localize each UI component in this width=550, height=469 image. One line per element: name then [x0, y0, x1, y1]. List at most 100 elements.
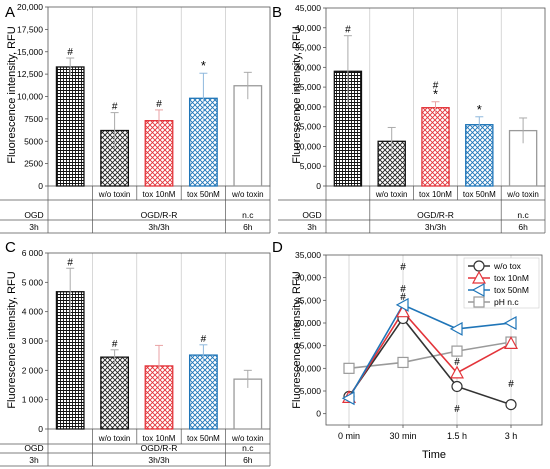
- category-label: w/o toxin: [506, 190, 539, 199]
- table-row2-label: 3h: [307, 222, 317, 232]
- y-tick-label: 35,000: [295, 43, 321, 53]
- y-tick-label: 3 000: [22, 336, 44, 346]
- panel-d-letter: D: [272, 239, 283, 256]
- y-tick-label: 0: [316, 181, 321, 191]
- table-row2-label: 3h/3h: [425, 222, 447, 232]
- table-row1-label: n.c: [242, 210, 254, 220]
- bar: [144, 120, 174, 187]
- significance-marker: #: [400, 262, 406, 273]
- y-tick-label: 35,000: [295, 250, 321, 260]
- category-label: tox 10nM: [419, 190, 452, 199]
- significance-marker: #: [433, 81, 439, 92]
- significance-marker: #: [156, 99, 162, 110]
- y-tick-label: 15,000: [295, 122, 321, 132]
- y-axis-label: Fluorescence intensity, RFU: [6, 271, 18, 408]
- y-tick-label: 10,000: [295, 141, 321, 151]
- panel-c: C 0 1 000 2 000 3 000 4 000 5 000 6 000 Fluores…: [0, 239, 271, 467]
- table-row2-label: 6h: [243, 222, 253, 232]
- series-line: [348, 341, 512, 370]
- panel-c-letter: C: [5, 239, 16, 256]
- panel-d: D 0 5,000 10,000 15,000 20,000 25,000 30,000 35…: [272, 239, 543, 461]
- data-point: [397, 356, 409, 369]
- bar: [100, 356, 130, 430]
- table-row2-label: 6h: [243, 455, 253, 465]
- bar: [55, 66, 85, 187]
- category-label: w/o toxin: [231, 434, 264, 443]
- data-point: [395, 297, 409, 312]
- table-row2-label: 6h: [518, 222, 528, 232]
- panel-a: A 0 2500 5000 7500 10,000 12,500 15,000 17,500 2…: [0, 2, 271, 234]
- data-point: [505, 399, 517, 411]
- series-line: [348, 317, 512, 406]
- y-tick-label: 25,000: [295, 82, 321, 92]
- y-axis-label: Fluorescence intensity, RFU: [291, 271, 303, 408]
- condition-table: w/o toxin tox 10nM tox 50nM w/o toxin OGD OGD…: [278, 186, 546, 234]
- data-point: [449, 321, 463, 336]
- data-point: [343, 362, 355, 374]
- bar: [421, 107, 450, 187]
- y-tick-label: 2 000: [22, 365, 44, 375]
- category-label: tox 10nM: [143, 190, 176, 199]
- y-tick-label: 25,000: [295, 295, 321, 305]
- bar: [465, 124, 494, 187]
- significance-marker: *: [477, 102, 482, 117]
- significance-marker: #: [201, 334, 207, 345]
- y-tick-label: 12,500: [17, 69, 43, 79]
- category-label: tox 50nM: [187, 434, 220, 443]
- y-tick-label: 15,000: [295, 341, 321, 351]
- table-row1-label: OGD: [24, 443, 43, 453]
- y-tick-label: 0: [316, 409, 321, 419]
- y-tick-label: 10,000: [17, 92, 43, 102]
- data-point: [341, 391, 355, 406]
- y-tick-label: 2500: [24, 159, 43, 169]
- y-tick-label: 0: [38, 424, 43, 434]
- data-point: [449, 365, 465, 379]
- y-tick-label: 15,000: [17, 47, 43, 57]
- plot-frame: [325, 254, 543, 426]
- data-point: [471, 282, 485, 298]
- y-tick-label: 0: [38, 181, 43, 191]
- y-tick-label: 20,000: [295, 318, 321, 328]
- y-tick-label: 40,000: [295, 23, 321, 33]
- table-row1-label: OGD/R-R: [141, 443, 178, 453]
- table-row2-label: 3h/3h: [148, 222, 170, 232]
- y-tick-label: 6 000: [22, 248, 44, 258]
- y-tick-label: 5,000: [300, 386, 322, 396]
- panel-a-chart: 0 2500 5000 7500 10,000 12,500 15,000 17,500 20,…: [0, 2, 271, 234]
- y-tick-label: 4 000: [22, 307, 44, 317]
- y-tick-label: 1 000: [22, 395, 44, 405]
- legend: w/o tox tox 10nM tox 50nM pH n.c: [463, 257, 540, 309]
- panel-b-chart: 0 5,000 10,000 15,000 20,000 25,000 30,000 35,0…: [278, 3, 546, 234]
- table-row1-label: OGD: [24, 210, 43, 220]
- bar: [188, 354, 218, 430]
- condition-table: w/o toxin tox 10nM tox 50nM w/o toxin OGD OGD…: [0, 186, 271, 234]
- y-tick-label: 20,000: [17, 2, 43, 12]
- y-tick-label: 30,000: [295, 62, 321, 72]
- category-label: w/o toxin: [375, 190, 408, 199]
- y-tick-label: 7500: [24, 114, 43, 124]
- data-point: [473, 260, 485, 272]
- significance-marker: #: [400, 292, 406, 303]
- y-tick-label: 17,500: [17, 24, 43, 34]
- series-line: [348, 310, 512, 398]
- panel-c-chart: 0 1 000 2 000 3 000 4 000 5 000 6 000 Fluoresce…: [0, 248, 271, 467]
- x-tick-label: 3 h: [505, 431, 518, 441]
- y-tick-label: 5000: [24, 136, 43, 146]
- significance-marker: #: [345, 25, 351, 36]
- data-point: [471, 270, 487, 284]
- x-tick-label: 1.5 h: [447, 431, 467, 441]
- y-tick-label: 30,000: [295, 273, 321, 283]
- category-label: w/o toxin: [98, 190, 131, 199]
- panel-b: B 0 5,000 10,000 15,000 20,000 25,000 30,000 35…: [272, 3, 546, 234]
- table-row2-label: 3h: [29, 222, 39, 232]
- significance-marker: #: [454, 404, 460, 415]
- legend-label: pH n.c: [494, 297, 519, 307]
- y-axis-label: Fluorescence intensity, RFU: [291, 26, 303, 163]
- y-tick-label: 5,000: [300, 161, 322, 171]
- y-tick-label: 10,000: [295, 363, 321, 373]
- panel-d-chart: 0 5,000 10,000 15,000 20,000 25,000 30,000 35,0…: [291, 250, 543, 461]
- data-point: [503, 315, 517, 331]
- data-point: [503, 336, 519, 349]
- significance-marker: #: [112, 339, 118, 350]
